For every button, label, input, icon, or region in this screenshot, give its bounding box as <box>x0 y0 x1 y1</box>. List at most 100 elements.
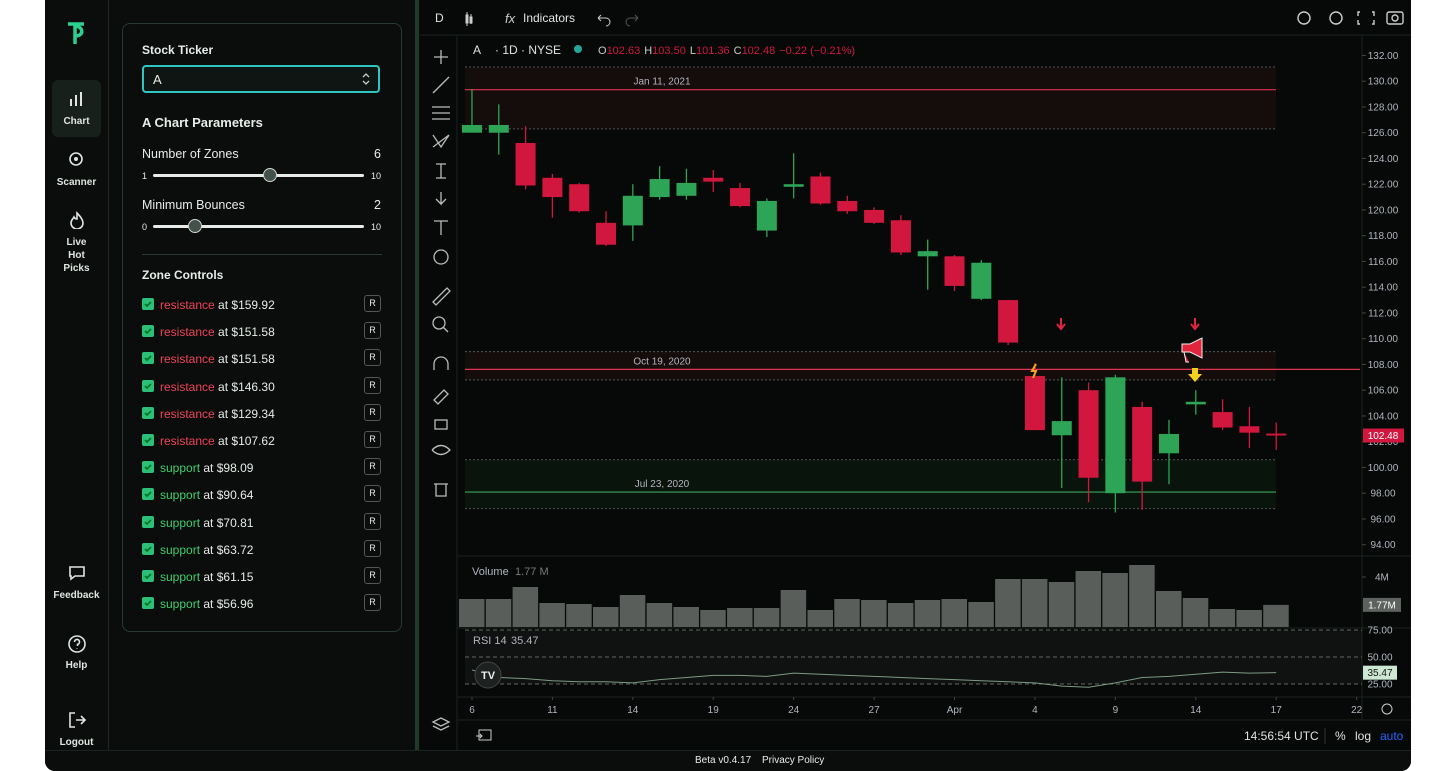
volume-bar <box>780 590 807 627</box>
zone-price: at $159.92 <box>218 298 275 312</box>
candle-body <box>1051 421 1072 436</box>
y-tick-label: 132.00 <box>1368 51 1399 62</box>
zone-row: resistance at $159.92 <box>160 298 275 312</box>
zone-button[interactable]: R <box>364 458 381 476</box>
zone-button[interactable]: R <box>364 376 381 394</box>
indicators[interactable]: Indicators <box>523 11 575 25</box>
nav-logout[interactable]: Logout <box>59 737 94 748</box>
rsi-last-label: 35.47 <box>1367 668 1392 679</box>
y-tick-label: 122.00 <box>1368 180 1399 191</box>
candle-body <box>488 124 509 133</box>
candle-body <box>461 124 482 133</box>
zone-checkbox[interactable] <box>142 515 154 528</box>
y-tick-label: 120.00 <box>1368 205 1399 216</box>
slider-label: Minimum Bounces <box>142 198 245 212</box>
nav-bar: Chart Scanner Live Hot Picks Feedback He… <box>45 0 109 771</box>
zone-button[interactable]: R <box>364 295 381 312</box>
nav-scanner[interactable]: Scanner <box>56 177 97 188</box>
ohlc-label: C <box>734 45 742 57</box>
zone-band <box>465 351 1276 380</box>
hot-icon <box>70 211 84 229</box>
x-tick-label: 11 <box>547 705 558 716</box>
zone-button[interactable]: R <box>364 594 381 612</box>
slider-label: Number of Zones <box>142 147 239 161</box>
zone-button[interactable]: R <box>364 539 381 557</box>
candle-body <box>1212 412 1233 428</box>
zone-kind: support <box>160 488 201 503</box>
zone-checkbox[interactable] <box>142 461 154 474</box>
nav-help[interactable]: Help <box>65 660 88 671</box>
percent-toggle[interactable]: % <box>1335 729 1346 743</box>
zone-price: at $98.09 <box>203 461 254 476</box>
slider-max: 10 <box>370 222 381 232</box>
goto-icon <box>476 729 492 741</box>
change: −0.22 (−0.21%) <box>779 45 855 57</box>
zone-checkbox[interactable] <box>142 352 154 365</box>
candle-body <box>703 177 724 182</box>
slider-thumb[interactable] <box>188 219 203 233</box>
check <box>144 600 152 607</box>
zone-row: support at $61.15 <box>160 570 253 584</box>
x-tick-label: 4 <box>1032 705 1038 716</box>
slider-min: 1 <box>142 171 148 181</box>
zone-checkbox[interactable] <box>142 406 154 419</box>
y-tick-label: 110.00 <box>1368 334 1398 345</box>
interval[interactable]: D <box>435 11 444 25</box>
zone-checkbox[interactable] <box>142 488 154 501</box>
zone-button[interactable]: R <box>364 431 381 448</box>
privacy-link[interactable]: Privacy Policy <box>762 755 825 766</box>
zone-button[interactable]: R <box>364 349 381 367</box>
zone-button[interactable]: R <box>364 567 381 584</box>
slider-track <box>153 174 364 177</box>
zone-button[interactable]: R <box>364 512 381 530</box>
slider-value: 2 <box>374 198 381 212</box>
candle-body <box>730 188 751 207</box>
x-tick-label: 14 <box>627 705 639 716</box>
zone-checkbox[interactable] <box>142 597 154 610</box>
zone-checkbox[interactable] <box>142 570 154 582</box>
candle-body <box>998 300 1019 343</box>
volume-bar <box>753 608 780 627</box>
check <box>144 546 152 553</box>
volume-bar <box>485 599 512 627</box>
y-tick-label: 114.00 <box>1368 283 1398 294</box>
check <box>144 355 152 362</box>
nav-chart[interactable]: Chart <box>63 116 90 127</box>
ticker-input[interactable] <box>142 65 380 93</box>
x-tick-label: 22 <box>1351 705 1363 716</box>
candle-body <box>596 222 617 245</box>
zone-checkbox[interactable] <box>142 434 154 446</box>
y-tick-label: 4M <box>1375 573 1389 584</box>
candle-body <box>1024 376 1045 431</box>
auto-toggle[interactable]: auto <box>1380 729 1404 743</box>
ohlc-value: 102.48 <box>742 45 776 57</box>
lightning-icon <box>1030 363 1038 379</box>
x-tick-label: Apr <box>947 705 963 716</box>
candle-body <box>1105 377 1126 494</box>
zone-checkbox[interactable] <box>142 379 154 392</box>
zone-kind: support <box>160 515 201 530</box>
y-tick-label: 126.00 <box>1368 128 1399 139</box>
candle-body <box>622 195 643 226</box>
zone-checkbox[interactable] <box>142 542 154 555</box>
nav-feedback[interactable]: Feedback <box>53 590 100 601</box>
fx-icon: fx <box>505 11 516 26</box>
zone-label: Jan 11, 2021 <box>633 77 691 88</box>
volume-bar <box>700 610 726 627</box>
zone-button[interactable]: R <box>364 403 381 421</box>
zone-checkbox[interactable] <box>142 325 154 338</box>
signal-arrow <box>1190 318 1200 331</box>
logo <box>68 22 84 44</box>
nav-hot-picks[interactable]: Live Hot Picks <box>63 237 90 274</box>
zone-checkbox[interactable] <box>142 298 154 310</box>
log-toggle[interactable]: log <box>1355 729 1371 743</box>
zone-price: at $129.34 <box>218 406 275 421</box>
zone-button[interactable]: R <box>364 485 381 503</box>
zone-row: resistance at $151.58 <box>160 325 275 339</box>
volume-legend: 1.77 M <box>515 566 549 578</box>
zone-button[interactable]: R <box>364 322 381 340</box>
x-tick-label: 14 <box>1190 705 1202 716</box>
volume-bar <box>807 610 833 627</box>
slider-thumb[interactable] <box>263 168 278 182</box>
y-tick-label: 130.00 <box>1368 77 1399 88</box>
